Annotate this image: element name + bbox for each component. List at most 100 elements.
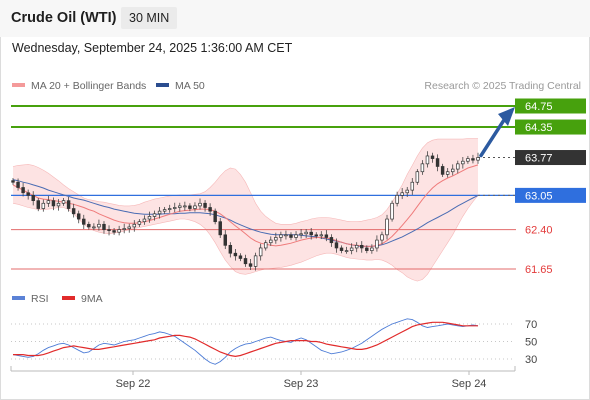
ma9-swatch [62, 296, 75, 301]
level-tag-61.65: 61.65 [525, 264, 553, 276]
candle-body [344, 250, 349, 252]
bollinger-upper-line [12, 138, 478, 225]
research-credit: Research © 2025 Trading Central [424, 80, 581, 92]
candle-body [193, 205, 197, 209]
candle-body [365, 247, 369, 251]
candle-body [46, 200, 51, 204]
candle-body [233, 252, 238, 257]
candle-body [253, 255, 258, 267]
candle-body [61, 200, 66, 204]
candle-body [132, 223, 137, 228]
candle-body [263, 242, 268, 249]
candle-body [309, 231, 313, 236]
candle-body [167, 208, 172, 210]
forecast-arrow-head [498, 107, 515, 126]
candle-body [324, 234, 329, 238]
candle-body [395, 195, 399, 204]
candle-body [415, 171, 420, 183]
legend-ma20: MA 20 + Bollinger Bands [12, 80, 146, 92]
candle-body [107, 229, 111, 231]
legend-ma20-label: MA 20 + Bollinger Bands [31, 80, 147, 92]
rsi-series-9ma [13, 321, 478, 358]
candle-body [471, 158, 475, 161]
level-tag-bg [515, 119, 586, 135]
candle-body [66, 200, 71, 209]
legend-rsi: RSI [12, 293, 49, 305]
timeframe-badge[interactable]: 30 MIN [121, 7, 178, 29]
ma20-swatch [12, 83, 25, 88]
candle-body [87, 223, 91, 228]
rsi-swatch [12, 296, 25, 301]
x-tick-label: Sep 22 [116, 378, 151, 390]
candle-body [456, 163, 460, 170]
candle-body [410, 181, 415, 191]
legend-rsi-label: RSI [31, 293, 49, 305]
candle-body [430, 155, 435, 159]
candle-body [16, 181, 20, 188]
candle-body [339, 247, 344, 251]
candle-body [238, 255, 243, 259]
candle-body [147, 216, 152, 220]
candle-body [208, 207, 212, 212]
candle-body [380, 234, 384, 241]
candle-body [76, 213, 81, 220]
level-tag-value: 63.77 [525, 153, 553, 165]
candle-body [385, 218, 389, 236]
level-tag-value: 63.05 [525, 190, 553, 202]
candle-body [21, 187, 25, 194]
legend-9ma-label: 9MA [81, 293, 103, 305]
candle-body [274, 237, 278, 241]
candle-body [269, 239, 273, 244]
candle-body [31, 195, 35, 201]
candle-body [349, 247, 354, 251]
candle-body [213, 210, 217, 223]
instrument-title: Crude Oil (WTI) [11, 10, 117, 26]
candle-body [334, 242, 339, 249]
candle-body [157, 210, 162, 215]
x-tick-label: Sep 24 [452, 378, 487, 390]
level-tag-64.75: 64.75 [515, 98, 586, 114]
legend-ma50: MA 50 [156, 80, 205, 92]
candle-body [461, 160, 465, 165]
candle-body [284, 234, 288, 237]
level-tag-63.05: 63.05 [515, 187, 586, 203]
candle-body [41, 202, 46, 209]
candle-body [370, 247, 374, 251]
timestamp: Wednesday, September 24, 2025 1:36:00 AM… [12, 41, 293, 55]
candle-body [122, 228, 126, 230]
candle-body [304, 231, 308, 235]
rsi-tick-label: 30 [525, 354, 537, 366]
ma50-swatch [156, 83, 169, 88]
candle-body [314, 234, 318, 237]
candle-body [152, 213, 157, 217]
candle-body [11, 180, 15, 183]
candle-body [248, 263, 253, 267]
level-tag-bg [515, 187, 586, 203]
level-tag-bg [515, 98, 586, 114]
header-bar: Crude Oil (WTI) 30 MIN [0, 0, 590, 37]
candle-body [92, 226, 96, 229]
candle-body [137, 221, 142, 225]
candle-body [102, 223, 106, 230]
bollinger-lower-line [12, 195, 479, 282]
candle-body [56, 202, 61, 207]
candle-body [112, 230, 116, 233]
level-tag-64.35: 64.35 [515, 119, 586, 135]
candle-body [178, 205, 182, 208]
candle-body [183, 205, 187, 208]
candle-body [127, 226, 131, 229]
candle-body [82, 218, 86, 225]
candle-body [451, 168, 455, 173]
level-tag-63.77: 63.77 [515, 150, 586, 166]
candle-body [360, 244, 364, 249]
candle-body [188, 205, 192, 209]
candle-body [476, 157, 480, 161]
candle-body [466, 158, 470, 162]
candle-body [97, 223, 101, 228]
ma20-line [12, 164, 479, 247]
candle-body [51, 200, 56, 207]
rsi-tick-label: 50 [525, 337, 537, 349]
candle-body [162, 209, 167, 212]
ma50-line [12, 179, 479, 247]
